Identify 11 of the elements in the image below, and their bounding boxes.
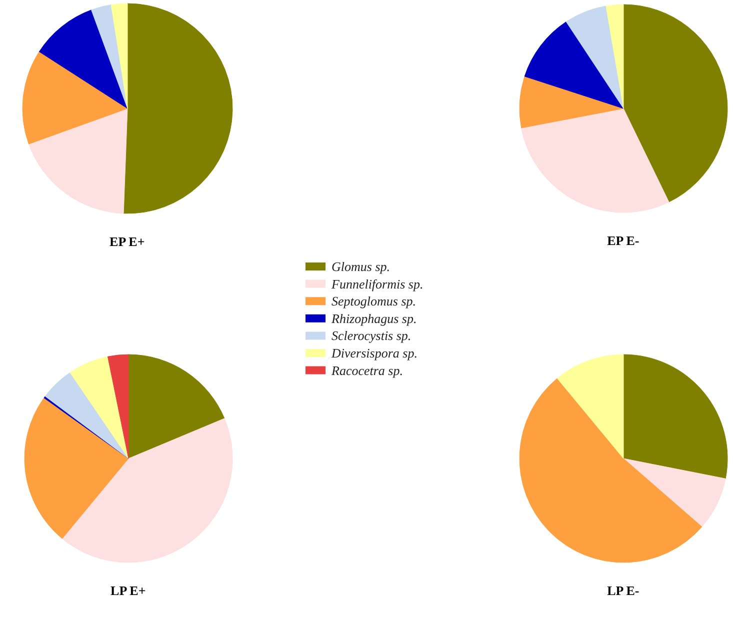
text: EP E- [607,233,640,248]
legend-label: Rhizophagus sp. [330,310,417,326]
legend-label: Diversispora sp. [330,346,418,360]
legend-label: Funneliformis sp. [330,276,424,292]
legend-label: Septoglomus sp. [332,294,416,309]
text: LP E- [607,583,640,598]
legend-label: Sclerocystis sp. [332,328,412,344]
legend-label: Glomus sp. [332,259,390,274]
text: EP E+ [110,234,145,249]
legend-label: Racocetra sp. [330,362,403,378]
text: LP E+ [110,583,146,598]
